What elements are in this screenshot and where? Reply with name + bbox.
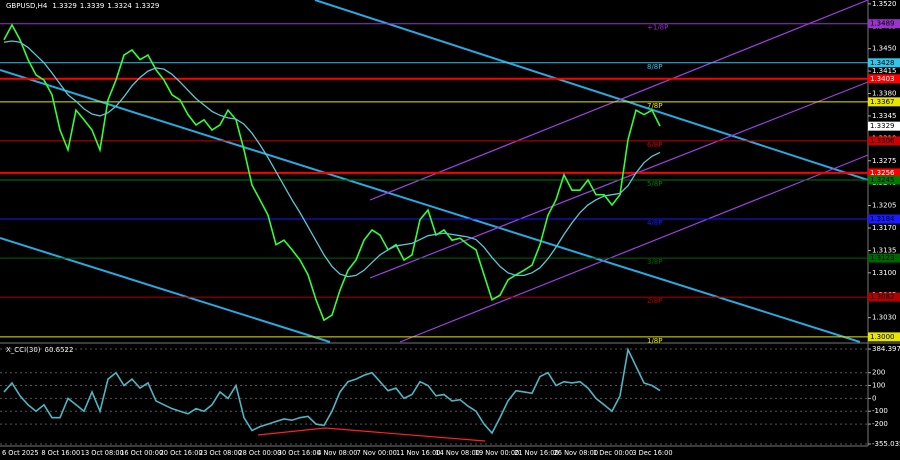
low: 1.3324 <box>107 2 132 10</box>
x-tick-label: 28 Oct 00:00 <box>238 449 281 457</box>
level-name: 4/8P <box>647 219 663 227</box>
price-box <box>868 97 900 107</box>
y-tick-label: 1.3380 <box>872 90 897 98</box>
y-tick-label: 384.3971 <box>872 345 900 353</box>
price-label: 1.3403 <box>870 75 895 83</box>
price-box <box>868 332 900 342</box>
y-tick-label: 1.3450 <box>872 45 897 53</box>
y-tick-label: 1.3520 <box>872 0 897 8</box>
channel-line <box>0 69 861 343</box>
level-name: 2/8P <box>647 297 663 305</box>
indicator-name: X_CCI(30) <box>6 346 41 354</box>
price-box <box>868 74 900 84</box>
x-tick-label: 26 Nov 08:00 <box>554 449 598 457</box>
channel-line <box>399 154 869 343</box>
level-name: 1/8P <box>647 337 663 345</box>
y-tick-label: 200 <box>872 369 885 377</box>
channel-line <box>369 0 869 201</box>
x-tick-label: 7 Nov 00:00 <box>357 449 397 457</box>
current-price-box <box>868 121 900 131</box>
y-tick-label: 0 <box>872 394 876 402</box>
price-box <box>868 214 900 224</box>
level-name: +1/8P <box>647 24 668 32</box>
price-label: 1.3367 <box>870 98 895 106</box>
price-box <box>868 292 900 302</box>
x-tick-label: 11 Nov 16:00 <box>396 449 440 457</box>
price-label: 1.3306 <box>870 137 895 145</box>
data-line <box>3 23 661 322</box>
divergence-line <box>257 427 486 442</box>
symbol: GBPUSD,H4 <box>6 2 48 10</box>
y-tick-label: -100 <box>872 407 888 415</box>
indicator-title: X_CCI(30) 60.6522 <box>6 346 73 354</box>
x-tick-label: 19 Nov 00:00 <box>475 449 519 457</box>
level-name: 6/8P <box>647 141 663 149</box>
channel-line <box>0 237 331 343</box>
y-tick-label: 100 <box>872 382 885 390</box>
close: 1.3329 <box>135 2 160 10</box>
x-tick-label: 21 Nov 16:00 <box>514 449 558 457</box>
x-tick-label: 4 Nov 08:00 <box>317 449 357 457</box>
y-tick-label: 1.3170 <box>872 224 897 232</box>
level-name: 5/8P <box>647 180 663 188</box>
y-tick-label: -200 <box>872 420 888 428</box>
x-tick-label: 13 Oct 08:00 <box>81 449 124 457</box>
header: GBPUSD,H4 1.3329 1.3339 1.3324 1.3329 <box>6 2 159 10</box>
y-tick-label: 1.3135 <box>872 246 897 254</box>
level-name: 8/8P <box>647 63 663 71</box>
y-tick-label: 1.3205 <box>872 202 897 210</box>
level-name: 7/8P <box>647 102 663 110</box>
indicator-value: 60.6522 <box>45 346 74 354</box>
price-box <box>868 168 900 178</box>
x-tick-label: 8 Oct 16:00 <box>41 449 80 457</box>
x-tick-label: 23 Oct 08:00 <box>199 449 242 457</box>
level-name: 3/8P <box>647 258 663 266</box>
x-tick-label: 16 Oct 00:00 <box>120 449 163 457</box>
y-tick-label: -355.0351 <box>872 440 900 448</box>
price-label: 1.3062 <box>870 293 895 301</box>
price-box <box>868 253 900 263</box>
y-tick-label: 1.3415 <box>872 67 897 75</box>
x-tick-label: 20 Oct 16:00 <box>160 449 203 457</box>
open: 1.3329 <box>52 2 77 10</box>
price-box <box>868 175 900 185</box>
price-box <box>868 19 900 29</box>
price-label: 1.3428 <box>870 59 895 67</box>
current-price-label: 1.3329 <box>870 122 895 130</box>
price-label: 1.3123 <box>870 254 895 262</box>
price-label: 1.3184 <box>870 215 895 223</box>
price-box <box>868 136 900 146</box>
price-label: 1.3245 <box>870 176 895 184</box>
y-tick-label: 1.3030 <box>872 314 897 322</box>
x-tick-label: 1 Dec 00:00 <box>593 449 633 457</box>
price-box <box>868 58 900 68</box>
x-tick-label: 3 Dec 16:00 <box>632 449 672 457</box>
y-tick-label: 1.3345 <box>872 112 897 120</box>
price-label: 1.3256 <box>870 169 895 177</box>
price-label: 1.3489 <box>870 20 895 28</box>
x-tick-label: 6 Oct 2025 <box>2 449 39 457</box>
data-line <box>3 346 661 435</box>
x-tick-label: 30 Oct 16:00 <box>278 449 321 457</box>
x-tick-label: 14 Nov 08:00 <box>435 449 479 457</box>
high: 1.3339 <box>80 2 105 10</box>
y-tick-label: 1.3275 <box>872 157 897 165</box>
data-line <box>3 40 661 278</box>
channel-line <box>314 0 869 181</box>
price-label: 1.3000 <box>870 333 895 341</box>
y-tick-label: 1.3100 <box>872 269 897 277</box>
